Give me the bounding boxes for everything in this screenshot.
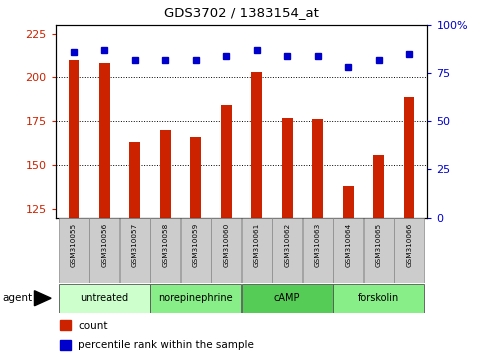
Text: GSM310061: GSM310061 bbox=[254, 223, 260, 267]
Text: percentile rank within the sample: percentile rank within the sample bbox=[78, 340, 254, 350]
Text: GSM310058: GSM310058 bbox=[162, 223, 168, 267]
Bar bbox=[181, 218, 211, 283]
Bar bbox=[99, 63, 110, 354]
Bar bbox=[59, 284, 150, 313]
Bar bbox=[252, 72, 262, 354]
Text: count: count bbox=[78, 320, 108, 331]
Text: untreated: untreated bbox=[80, 293, 128, 303]
Text: forskolin: forskolin bbox=[358, 293, 399, 303]
Bar bbox=[212, 218, 241, 283]
Bar bbox=[343, 186, 354, 354]
Bar bbox=[313, 120, 323, 354]
Text: GSM310064: GSM310064 bbox=[345, 223, 351, 267]
Bar bbox=[373, 155, 384, 354]
Text: agent: agent bbox=[2, 293, 32, 303]
Text: norepinephrine: norepinephrine bbox=[158, 293, 233, 303]
Text: GSM310063: GSM310063 bbox=[315, 223, 321, 267]
Bar bbox=[89, 218, 119, 283]
Bar bbox=[221, 105, 231, 354]
Bar bbox=[150, 218, 180, 283]
Text: GSM310056: GSM310056 bbox=[101, 223, 107, 267]
Text: cAMP: cAMP bbox=[274, 293, 300, 303]
Bar bbox=[60, 340, 71, 350]
Bar bbox=[303, 218, 333, 283]
Bar bbox=[272, 218, 302, 283]
Bar bbox=[60, 320, 71, 330]
Text: GSM310057: GSM310057 bbox=[132, 223, 138, 267]
Text: GSM310055: GSM310055 bbox=[71, 223, 77, 267]
Bar bbox=[333, 218, 363, 283]
Bar bbox=[333, 284, 424, 313]
Text: GSM310065: GSM310065 bbox=[376, 223, 382, 267]
Bar bbox=[394, 218, 424, 283]
Bar bbox=[120, 218, 150, 283]
Bar bbox=[59, 218, 89, 283]
Bar bbox=[404, 97, 414, 354]
Bar bbox=[242, 284, 333, 313]
Text: GSM310062: GSM310062 bbox=[284, 223, 290, 267]
Text: GDS3702 / 1383154_at: GDS3702 / 1383154_at bbox=[164, 6, 319, 19]
Polygon shape bbox=[34, 291, 51, 306]
Bar bbox=[190, 137, 201, 354]
Bar bbox=[282, 118, 293, 354]
Text: GSM310060: GSM310060 bbox=[223, 223, 229, 267]
Bar bbox=[160, 130, 170, 354]
Text: GSM310066: GSM310066 bbox=[406, 223, 412, 267]
Text: GSM310059: GSM310059 bbox=[193, 223, 199, 267]
Bar bbox=[69, 60, 79, 354]
Bar bbox=[242, 218, 271, 283]
Bar bbox=[150, 284, 241, 313]
Bar bbox=[129, 142, 140, 354]
Bar bbox=[364, 218, 394, 283]
